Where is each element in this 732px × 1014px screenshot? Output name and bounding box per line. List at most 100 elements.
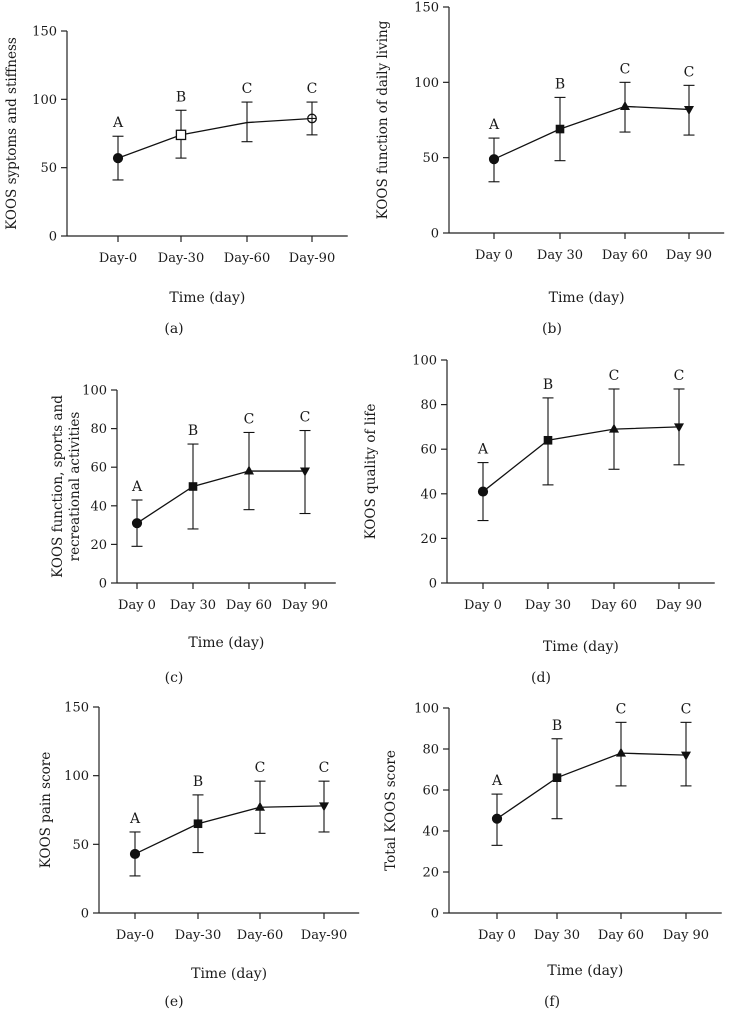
data-point-triangle-down: [684, 105, 694, 115]
significance-letter: C: [255, 760, 266, 776]
y-tick-label: 100: [32, 93, 57, 108]
data-point-circle: [488, 154, 500, 165]
significance-letter: C: [616, 701, 627, 717]
x-tick-label: Day 90: [663, 928, 709, 943]
data-point-triangle-up: [616, 747, 626, 757]
data-point-square: [555, 124, 565, 134]
y-tick-label: 0: [49, 230, 57, 245]
y-tick-label: 0: [431, 227, 439, 242]
x-tick-label: Day 60: [602, 248, 648, 263]
chart-panel-c: 0 20 40 60 80 100 Day 0 Day 30 Day 60 Day 90 A B C C K…: [50, 384, 336, 686]
significance-letter: C: [681, 701, 692, 717]
x-axis-label: Time (day): [543, 639, 619, 655]
significance-letter: C: [609, 368, 620, 384]
y-tick-label: 0: [99, 577, 107, 592]
significance-letter: C: [620, 61, 631, 77]
y-tick-label: 50: [72, 838, 89, 853]
series-line: [117, 117, 313, 159]
x-tick-label: Day 30: [525, 598, 571, 613]
y-tick-label: 150: [64, 701, 89, 716]
y-tick-label: 100: [82, 384, 107, 399]
y-tick-label: 50: [40, 161, 57, 176]
chart-panel-f: 0 20 40 60 80 100 Day 0 Day 30 Day 60 Day 90 A B C C T…: [383, 701, 722, 1010]
data-point-circle: [112, 153, 124, 164]
panel-label: (b): [542, 321, 562, 337]
x-tick-label: Day-30: [158, 251, 204, 266]
significance-letter: A: [112, 115, 124, 131]
data-point-square: [543, 435, 553, 445]
panel-label: (f): [544, 994, 560, 1010]
significance-letter: C: [242, 81, 253, 97]
x-axis-label: Time (day): [169, 290, 245, 306]
significance-letter: C: [319, 760, 330, 776]
significance-letter: B: [188, 423, 198, 439]
chart-panel-b: 0 50 100 150 Day 0 Day 30 Day 60 Day 90 A B C C KOOS…: [375, 1, 725, 337]
y-tick-label: 80: [420, 398, 437, 413]
data-point-triangle-up: [620, 100, 630, 110]
data-point-circle: [477, 486, 489, 497]
x-tick-label: Day 0: [118, 598, 156, 613]
data-point-triangle-up: [255, 801, 265, 811]
chart-panel-e: 0 50 100 150 Day-0 Day-30 Day-60 Day-90 A B C C KOOS…: [38, 701, 360, 1010]
y-axis-label: KOOS syptoms and stiffness: [4, 37, 20, 230]
x-tick-label: Day-30: [175, 928, 221, 943]
x-tick-label: Day 90: [282, 598, 328, 613]
x-tick-label: Day 30: [170, 598, 216, 613]
y-tick-label: 100: [64, 769, 89, 784]
x-tick-label: Day 0: [478, 928, 516, 943]
chart-panel-d: 0 20 40 60 80 100 Day 0 Day 30 Day 60 Day 90 A B C C K…: [363, 354, 715, 686]
y-tick-label: 20: [422, 866, 439, 881]
significance-letter: B: [552, 718, 562, 734]
y-tick-label: 0: [81, 907, 89, 922]
significance-letter: B: [555, 76, 565, 92]
x-tick-label: Day-0: [116, 928, 154, 943]
y-tick-label: 20: [420, 532, 437, 547]
y-tick-label: 100: [414, 702, 439, 717]
significance-letter: A: [131, 479, 143, 495]
data-point-square: [188, 482, 198, 491]
y-tick-label: 50: [422, 151, 439, 166]
significance-letter: C: [300, 410, 311, 426]
y-tick-label: 80: [422, 743, 439, 758]
x-axis-label: Time (day): [549, 290, 625, 306]
significance-letter: A: [129, 811, 141, 827]
data-point-triangle-down: [319, 802, 329, 812]
y-tick-label: 20: [90, 538, 107, 553]
series-line: [482, 426, 680, 493]
significance-letter: C: [684, 64, 695, 80]
y-tick-label: 150: [414, 1, 439, 16]
series-line: [136, 470, 305, 524]
x-tick-label: Day 30: [537, 248, 583, 263]
data-point-triangle-up: [244, 465, 254, 475]
y-tick-label: 100: [414, 76, 439, 91]
significance-letter: A: [488, 117, 500, 133]
y-tick-label: 40: [420, 487, 437, 502]
significance-letter: C: [307, 81, 318, 97]
y-axis-label: KOOS quality of life: [363, 404, 379, 540]
significance-letter: B: [193, 774, 203, 790]
series-line: [493, 105, 690, 160]
series-line: [134, 805, 325, 855]
data-point-triangle-down: [300, 467, 310, 477]
data-point-open-square: [175, 129, 187, 141]
x-tick-label: Day 0: [475, 248, 513, 263]
significance-letter: B: [543, 377, 553, 393]
data-point-square: [193, 819, 203, 829]
y-tick-label: 60: [422, 784, 439, 799]
panel-label: (d): [531, 670, 551, 686]
x-tick-label: Day 60: [226, 598, 272, 613]
x-tick-label: Day 60: [591, 598, 637, 613]
y-tick-label: 60: [420, 443, 437, 458]
y-tick-label: 40: [422, 825, 439, 840]
panel-label: (e): [164, 994, 183, 1010]
panel-label: (a): [164, 321, 183, 337]
x-tick-label: Day-90: [289, 251, 335, 266]
y-axis-label-line: recreational activities: [67, 412, 83, 562]
x-axis-label: Time (day): [188, 635, 264, 651]
y-tick-label: 40: [90, 499, 107, 514]
x-tick-label: Day 60: [598, 928, 644, 943]
y-tick-label: 80: [90, 422, 107, 437]
y-axis-label: Total KOOS score: [383, 750, 399, 871]
y-tick-label: 100: [412, 354, 437, 369]
